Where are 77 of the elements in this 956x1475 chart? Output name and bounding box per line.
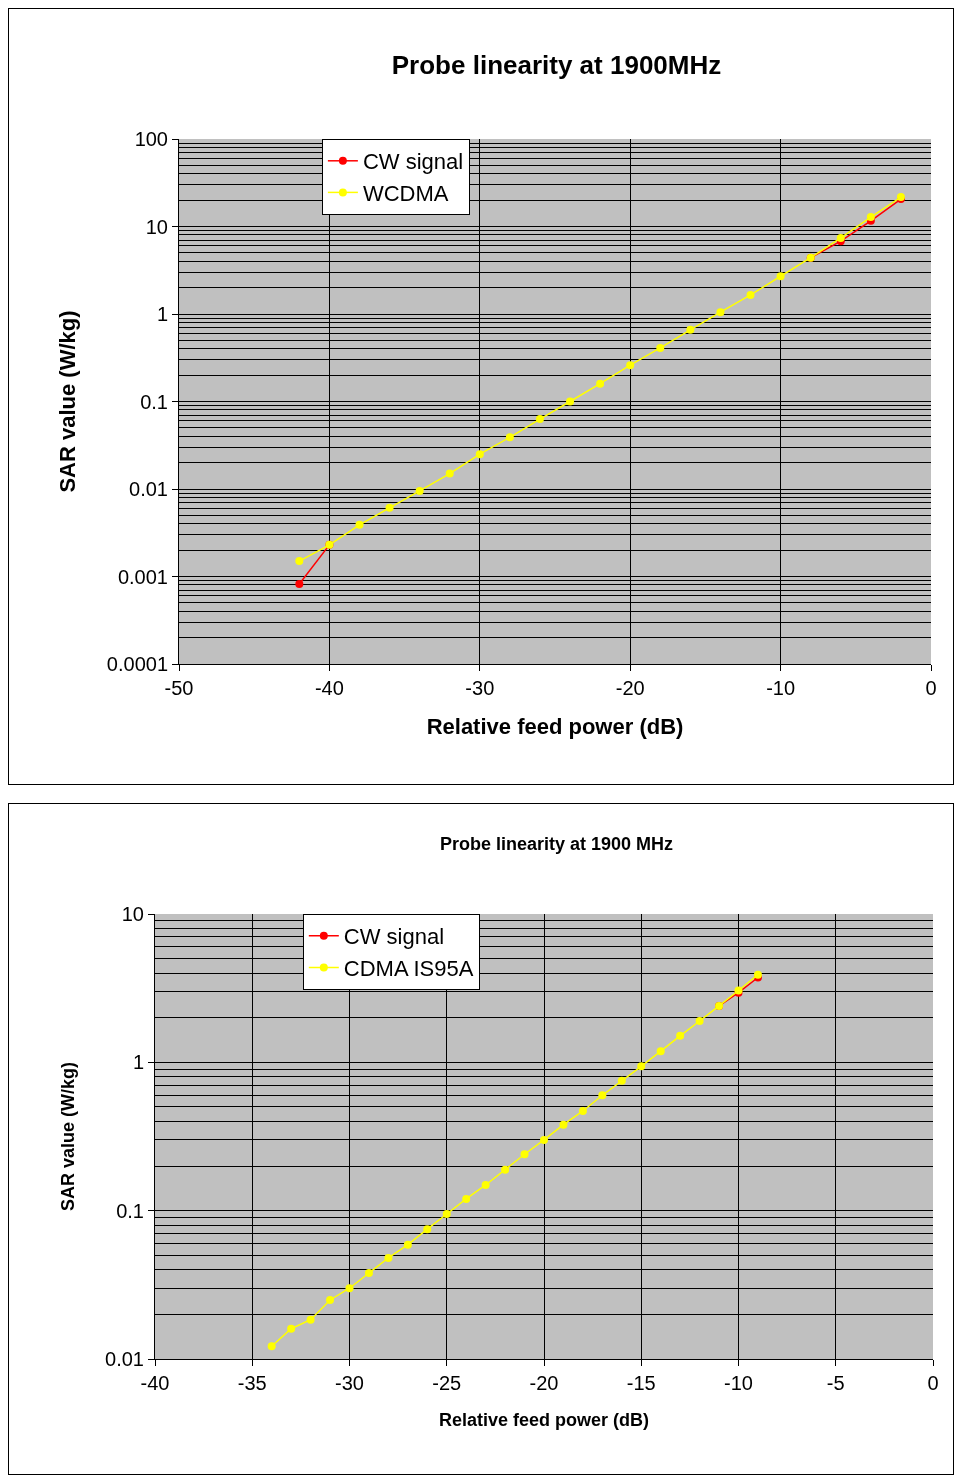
point	[676, 1031, 685, 1040]
x-tick-label: -15	[626, 1372, 656, 1394]
x-tick-label: -25	[432, 1372, 462, 1394]
point	[364, 1269, 373, 1277]
chart-title: Probe linearity at 1900 MHz	[439, 834, 674, 855]
x-tick-label: -10	[766, 677, 796, 699]
point	[384, 1253, 393, 1262]
x-tick-label: -30	[465, 677, 495, 699]
y-tick-label: 100	[134, 128, 168, 150]
y-tick-label: 1	[156, 303, 168, 325]
x-tick-label: -50	[164, 677, 194, 699]
point	[746, 290, 755, 299]
y-tick-label: 10	[145, 215, 168, 238]
y-tick-label: 1	[132, 1051, 144, 1074]
x-tick-label: -20	[529, 1372, 559, 1394]
x-tick-label: 0	[925, 677, 937, 699]
y-tick-label: 0.001	[117, 565, 168, 588]
y-tick-label: 0.01	[129, 478, 168, 500]
point	[423, 1225, 432, 1234]
point	[295, 580, 304, 589]
point	[442, 1209, 451, 1218]
y-tick-label: 0.1	[116, 1199, 144, 1222]
x-tick-label: -20	[615, 677, 645, 699]
point	[626, 361, 635, 370]
point	[267, 1342, 276, 1351]
point	[566, 397, 575, 406]
x-tick-label: -40	[140, 1372, 170, 1394]
point	[306, 1315, 315, 1324]
point	[501, 1165, 510, 1174]
y-tick-label: 0.0001	[106, 653, 168, 675]
legend-label: CW signal	[343, 924, 445, 950]
point	[520, 1150, 529, 1159]
point	[295, 557, 304, 566]
point	[385, 503, 394, 512]
point	[776, 272, 785, 281]
point	[596, 379, 605, 388]
point	[462, 1194, 471, 1203]
point	[686, 325, 695, 334]
point	[598, 1091, 607, 1100]
point	[445, 469, 454, 478]
point	[716, 308, 725, 317]
y-tick-label: 10	[121, 903, 144, 925]
point	[345, 1284, 354, 1293]
x-axis-title: Relative feed power (dB)	[438, 1410, 650, 1431]
x-axis-title: Relative feed power (dB)	[426, 713, 684, 739]
point	[475, 450, 484, 459]
y-axis-title: SAR value (W/kg)	[58, 1061, 79, 1212]
point	[505, 433, 514, 442]
point	[656, 343, 665, 352]
x-tick-label: 0	[927, 1372, 939, 1394]
point	[578, 1106, 587, 1115]
point	[656, 1047, 665, 1056]
point	[403, 1240, 412, 1249]
point	[415, 486, 424, 495]
point	[559, 1120, 568, 1129]
chart-title: Probe linearity at 1900MHz	[391, 49, 722, 80]
x-tick-label: -10	[724, 1372, 753, 1394]
x-tick-label: -40	[314, 677, 344, 699]
x-tick-label: -30	[335, 1372, 364, 1394]
legend-label: WCDMA	[362, 180, 449, 206]
point	[637, 1062, 646, 1071]
point	[287, 1324, 296, 1333]
point	[617, 1076, 626, 1085]
point	[695, 1016, 704, 1025]
legend-label: CW signal	[362, 149, 464, 175]
x-tick-label: -35	[237, 1372, 267, 1394]
point	[535, 415, 544, 424]
point	[836, 233, 845, 242]
y-tick-label: 0.1	[140, 390, 168, 413]
y-tick-label: 0.01	[105, 1348, 144, 1370]
point	[540, 1135, 548, 1144]
y-axis-title: SAR value (W/kg)	[54, 310, 80, 493]
legend-label: CDMA IS95A	[343, 955, 474, 981]
point	[326, 1295, 335, 1304]
x-tick-label: -5	[826, 1372, 845, 1394]
point	[355, 520, 364, 529]
point	[481, 1180, 490, 1189]
